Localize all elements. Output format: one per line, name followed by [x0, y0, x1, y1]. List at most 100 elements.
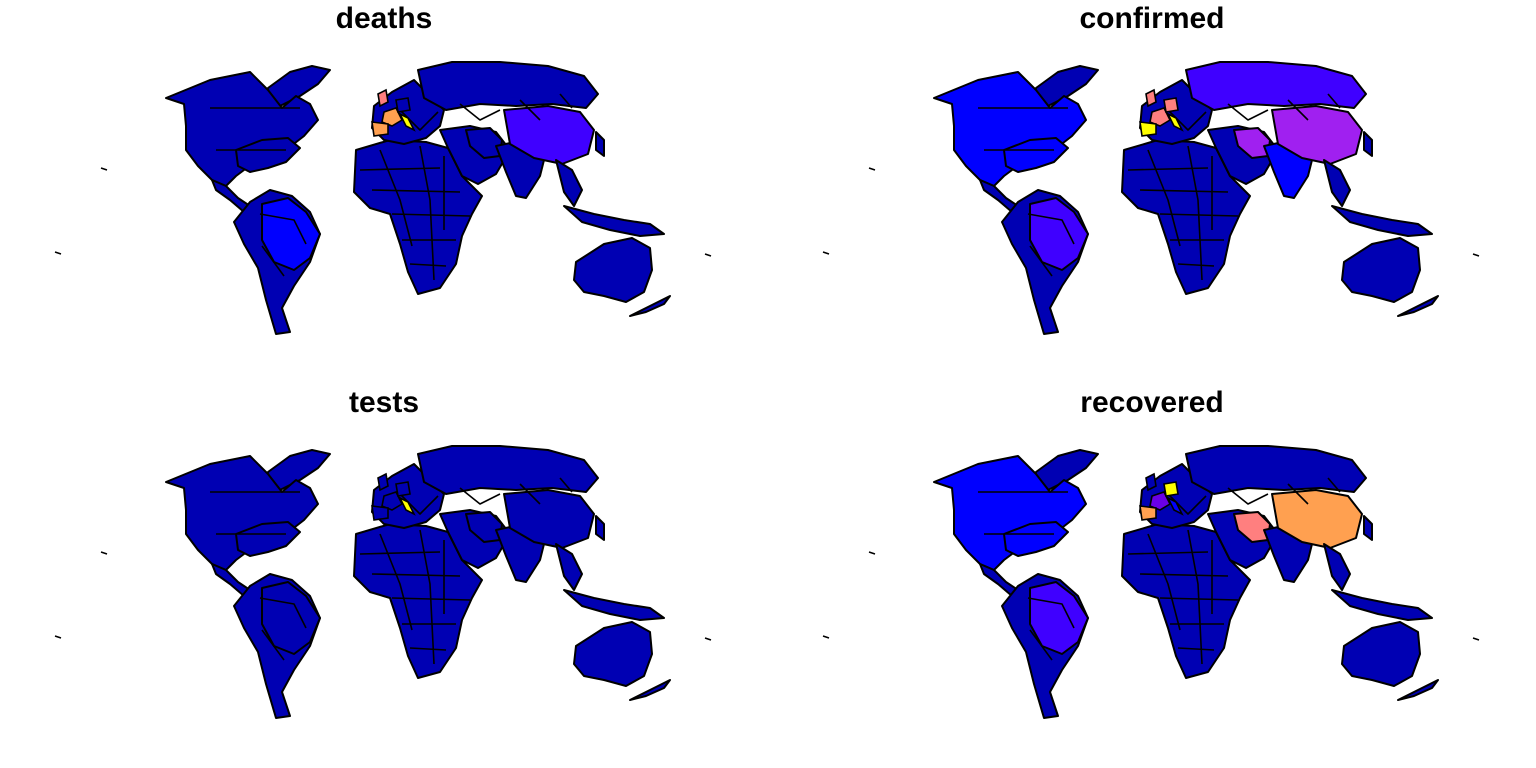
region-se-asia: [1323, 159, 1351, 207]
country-border: [1147, 149, 1181, 247]
region-se-asia: [1323, 543, 1351, 591]
country-border: [1187, 529, 1203, 665]
country-spain: [371, 121, 389, 137]
country-border: [1287, 483, 1309, 505]
country-border: [1127, 551, 1209, 555]
region-africa: [353, 139, 483, 295]
country-border: [1139, 189, 1229, 193]
country-border: [519, 483, 541, 505]
region-japan: [595, 131, 605, 157]
country-spain: [1139, 505, 1157, 521]
island: [100, 167, 108, 171]
region-russia: [417, 445, 599, 495]
country-border: [559, 477, 573, 493]
country-spain: [1139, 121, 1157, 137]
country-border: [259, 597, 307, 629]
country-border: [1287, 99, 1309, 121]
country-border: [371, 573, 461, 577]
region-usa-east: [1003, 137, 1069, 173]
panel-title: deaths: [335, 2, 433, 35]
country-france: [1149, 491, 1172, 511]
country-germany: [1163, 481, 1179, 497]
country-border: [419, 145, 435, 281]
island: [100, 551, 108, 555]
island: [1472, 253, 1480, 257]
country-border: [379, 533, 413, 631]
island: [54, 251, 62, 255]
region-japan: [1363, 515, 1373, 541]
island: [868, 167, 876, 171]
country-border: [409, 263, 447, 267]
region-nz: [1397, 295, 1439, 317]
region-russia: [1185, 61, 1367, 111]
country-border: [419, 529, 435, 665]
country-france: [381, 107, 404, 127]
country-border: [409, 647, 447, 651]
country-border: [1027, 213, 1075, 245]
country-border: [1139, 573, 1229, 577]
country-border: [359, 167, 441, 171]
country-border: [261, 629, 285, 661]
region-brazil: [1029, 197, 1089, 271]
region-africa: [353, 523, 483, 679]
country-border: [359, 551, 441, 555]
map-panel-confirmed: confirmed: [768, 0, 1536, 384]
world-map: [54, 445, 712, 719]
country-italy: [1166, 496, 1184, 516]
country-border: [1187, 145, 1203, 281]
map-panel-deaths: deaths: [0, 0, 768, 384]
country-border: [459, 487, 501, 505]
country-border: [1327, 477, 1341, 493]
country-italy: [398, 112, 416, 132]
region-japan: [595, 515, 605, 541]
country-spain: [371, 505, 389, 521]
island: [704, 637, 712, 641]
country-uk: [1145, 472, 1157, 492]
country-germany: [1163, 97, 1179, 113]
region-indonesia: [563, 205, 665, 237]
country-border: [379, 149, 413, 247]
region-indonesia: [1331, 589, 1433, 621]
region-brazil: [1029, 581, 1089, 655]
region-se-asia: [555, 159, 583, 207]
region-china: [1271, 489, 1363, 549]
country-uk: [1145, 88, 1157, 108]
region-se-asia: [555, 543, 583, 591]
region-china: [503, 489, 595, 549]
country-france: [381, 491, 404, 511]
region-africa: [1121, 523, 1251, 679]
country-border: [1147, 533, 1181, 631]
region-china: [1271, 105, 1363, 165]
country-border: [559, 93, 573, 109]
panel-title: confirmed: [1079, 2, 1225, 35]
country-germany: [395, 97, 411, 113]
map-panel-recovered: recovered: [768, 384, 1536, 768]
region-australia: [1341, 621, 1421, 687]
island: [54, 635, 62, 639]
country-border: [1327, 93, 1341, 109]
world-map: [54, 61, 712, 335]
region-usa-east: [235, 521, 301, 557]
panel-title: recovered: [1080, 386, 1224, 419]
country-border: [1227, 103, 1269, 121]
country-border: [1227, 487, 1269, 505]
region-nz: [629, 295, 671, 317]
region-usa-east: [1003, 521, 1069, 557]
region-russia: [1185, 445, 1367, 495]
world-map: [822, 445, 1480, 719]
country-uk: [377, 88, 389, 108]
region-china: [503, 105, 595, 165]
region-africa: [1121, 139, 1251, 295]
country-border: [519, 99, 541, 121]
island: [822, 635, 830, 639]
country-france: [1149, 107, 1172, 127]
country-germany: [395, 481, 411, 497]
region-nz: [629, 679, 671, 701]
region-russia: [417, 61, 599, 111]
island: [822, 251, 830, 255]
country-border: [1127, 167, 1209, 171]
region-indonesia: [1331, 205, 1433, 237]
country-border: [371, 189, 461, 193]
region-nz: [1397, 679, 1439, 701]
country-italy: [398, 496, 416, 516]
